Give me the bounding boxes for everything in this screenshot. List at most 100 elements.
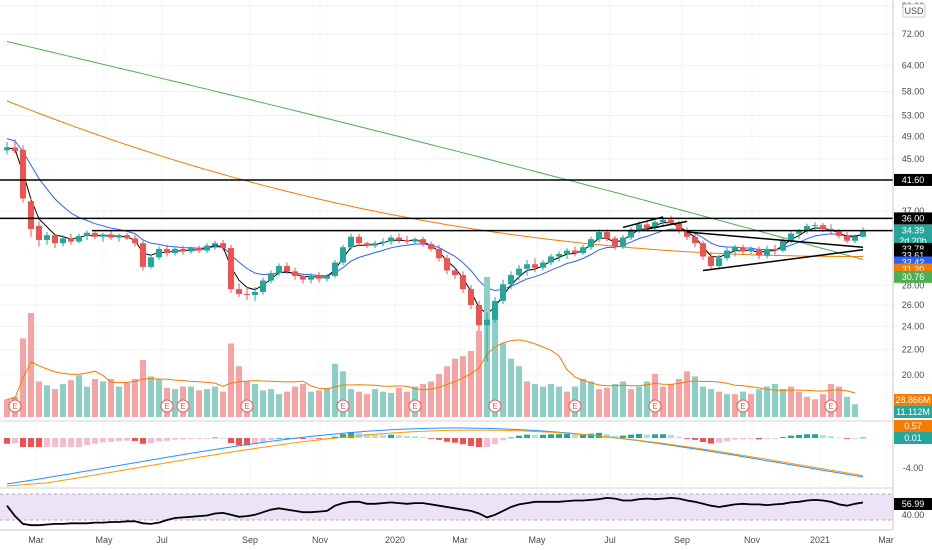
candle-body bbox=[692, 236, 698, 244]
trendline-channel bbox=[646, 220, 688, 230]
candle-body bbox=[556, 253, 562, 257]
macd-histogram-bar bbox=[452, 438, 458, 443]
candle-body bbox=[652, 222, 658, 229]
candle bbox=[4, 141, 10, 155]
candle-body bbox=[68, 238, 74, 242]
price-tag-text: 30.76 bbox=[902, 272, 925, 282]
candle-body bbox=[124, 235, 130, 239]
price-tag-box bbox=[894, 212, 932, 225]
candle bbox=[260, 277, 266, 295]
macd-histogram-bar bbox=[644, 434, 650, 438]
candle bbox=[220, 239, 226, 251]
price-tick-label: 53.00 bbox=[902, 111, 925, 121]
macd-histogram-bar bbox=[524, 434, 530, 438]
candle bbox=[324, 274, 330, 282]
candle bbox=[68, 233, 74, 245]
candle-body bbox=[564, 250, 570, 254]
macd-histogram-bar bbox=[772, 438, 778, 439]
time-tick-label: 2020 bbox=[385, 535, 405, 545]
macd-histogram bbox=[4, 432, 866, 447]
macd-histogram-bar bbox=[4, 438, 10, 444]
volume-bar bbox=[468, 351, 474, 417]
volume-bar bbox=[596, 389, 602, 417]
price-tick-label: 24.00 bbox=[902, 321, 925, 331]
candle bbox=[276, 263, 282, 276]
macd-histogram-bar bbox=[124, 438, 130, 441]
candle-body bbox=[172, 248, 178, 254]
candle bbox=[36, 221, 42, 247]
candle-body bbox=[780, 240, 786, 251]
candle-body bbox=[372, 243, 378, 246]
price-tag-box bbox=[894, 224, 932, 237]
time-tick-label: Jul bbox=[604, 535, 616, 545]
candle bbox=[620, 235, 626, 249]
candle bbox=[156, 246, 162, 260]
candle bbox=[828, 224, 834, 234]
macd-histogram-bar bbox=[836, 437, 842, 439]
macd-histogram-bar bbox=[332, 436, 338, 438]
macd-histogram-bar bbox=[260, 438, 266, 443]
candle-body bbox=[268, 273, 274, 281]
macd-histogram-bar bbox=[852, 438, 858, 439]
earnings-label: E bbox=[340, 402, 345, 411]
candle bbox=[692, 233, 698, 248]
candle bbox=[412, 237, 418, 245]
macd-histogram-bar bbox=[788, 435, 794, 438]
candle bbox=[20, 145, 26, 203]
earnings-marker: E bbox=[176, 399, 190, 413]
price-tag: 34.39 bbox=[894, 224, 932, 237]
volume-bar bbox=[644, 381, 650, 417]
price-tick-label: 64.00 bbox=[902, 60, 925, 70]
candle bbox=[700, 240, 706, 260]
candle bbox=[852, 234, 858, 244]
volume-bar bbox=[324, 387, 330, 417]
price-tag-text: 2d 20h bbox=[899, 236, 927, 246]
candle-body bbox=[764, 248, 770, 256]
candle-body bbox=[628, 229, 634, 238]
price-tick-label: 22.00 bbox=[902, 344, 925, 354]
trendline-upper bbox=[686, 231, 864, 249]
price-tag-text: 32.42 bbox=[902, 258, 925, 268]
macd-histogram-bar bbox=[28, 438, 34, 447]
candle bbox=[164, 244, 170, 257]
macd-histogram-bar bbox=[796, 434, 802, 438]
candle bbox=[548, 253, 554, 266]
candle-body bbox=[356, 236, 362, 244]
volume-bar bbox=[724, 394, 730, 417]
volume-bar bbox=[156, 378, 162, 417]
candle bbox=[12, 139, 18, 154]
volume-bar bbox=[556, 386, 562, 417]
volume-tag-box bbox=[894, 394, 932, 406]
candlesticks bbox=[4, 139, 866, 362]
volume-bar bbox=[28, 313, 34, 417]
volume-bar bbox=[548, 384, 554, 417]
long-moving-average bbox=[6, 41, 864, 260]
macd-histogram-bar bbox=[516, 435, 522, 438]
macd-histogram-bar bbox=[132, 438, 138, 441]
candle-body bbox=[844, 235, 850, 241]
time-axis[interactable]: Mar May Jul Sep Nov 2020 Mar May Jul Sep Nov 2021 Ma… bbox=[28, 535, 894, 545]
candle bbox=[404, 235, 410, 244]
currency-badge[interactable] bbox=[902, 3, 926, 18]
candle-body bbox=[812, 225, 818, 227]
candle-body bbox=[12, 147, 18, 151]
volume-bar bbox=[604, 387, 610, 417]
rsi-tick-label: 40.00 bbox=[902, 510, 925, 520]
slow-moving-average bbox=[6, 100, 863, 257]
candle-body bbox=[804, 225, 810, 232]
candle-body bbox=[140, 243, 146, 267]
macd-histogram-bar bbox=[692, 438, 698, 440]
price-tag-text: 34.39 bbox=[902, 226, 925, 236]
candle bbox=[308, 273, 314, 284]
price-tick-label: 28.00 bbox=[902, 280, 925, 290]
volume-bar bbox=[372, 389, 378, 417]
candle bbox=[708, 253, 714, 269]
macd-histogram-bar bbox=[372, 434, 378, 438]
candle-body bbox=[276, 266, 282, 274]
macd-histogram-bar bbox=[108, 438, 114, 442]
candle bbox=[140, 240, 146, 271]
volume-bar bbox=[236, 366, 242, 417]
price-tick-label: 72.00 bbox=[902, 29, 925, 39]
